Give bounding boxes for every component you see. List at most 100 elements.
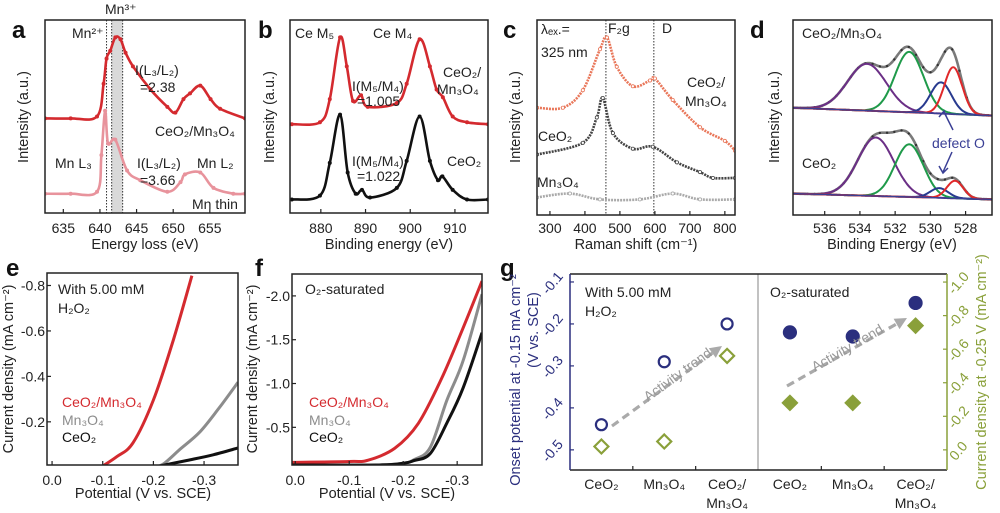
annotation: I(M₅/M₄) [352, 153, 404, 169]
plot-area [45, 35, 245, 197]
group-title: With 5.00 mM [585, 284, 671, 300]
series-line [101, 275, 194, 465]
data-point [173, 110, 178, 115]
onset-potential-marker [720, 317, 734, 331]
activity-trend-arrow [786, 322, 898, 388]
data-point [580, 140, 585, 145]
data-point [650, 144, 655, 149]
y-axis-label: Intensity (a.u.) [508, 71, 524, 163]
data-point [652, 76, 657, 81]
x-category-label: Mn₃O₄ [706, 495, 748, 511]
data-point [440, 174, 445, 179]
y-tick-label-left: -0.5 [538, 436, 566, 465]
defect-arrow [938, 109, 954, 131]
annotation: λₑₓ.= [541, 21, 570, 37]
data-point [427, 158, 432, 163]
series-line [45, 35, 245, 121]
data-point [198, 170, 203, 175]
y-tick-label: -0.5 [266, 419, 290, 435]
current-density-marker [655, 432, 673, 451]
group-title: O₂-saturated [770, 284, 849, 300]
y-tick-label: -0.8 [21, 277, 45, 293]
annotation: I(M₅/M₄) [352, 78, 404, 94]
series-label: CeO₂/ [687, 74, 725, 90]
data-point [670, 191, 675, 196]
annotation: =2.38 [140, 79, 176, 95]
data-point [394, 185, 399, 190]
x-tick-label: 534 [848, 220, 872, 236]
y-tick-label: -0.4 [21, 368, 45, 384]
data-point [907, 45, 910, 49]
data-point [427, 64, 432, 69]
onset-potential-marker [657, 355, 671, 369]
y-tick-label-right: 0.0 [946, 438, 971, 463]
data-point [365, 104, 370, 109]
data-point [610, 131, 615, 136]
x-tick-label: 400 [573, 220, 597, 236]
x-tick-label: 650 [162, 220, 186, 236]
panel-letter: c [503, 17, 516, 44]
x-category-label: CeO₂/ [897, 476, 935, 492]
plot-area [101, 275, 238, 465]
x-tick-label: 536 [813, 220, 837, 236]
data-point [600, 96, 605, 101]
data-point [125, 168, 130, 173]
x-tick-label: 0.0 [286, 472, 306, 488]
data-point [710, 175, 715, 180]
y-axis-label: Intensity (a.u.) [262, 71, 278, 163]
series-label: Mn₃O₄ [62, 412, 104, 428]
data-point [914, 143, 918, 147]
annotation: Ce M₅ [295, 25, 334, 41]
annotation: Ce M₄ [373, 25, 412, 41]
plot-area [793, 45, 992, 201]
data-point [99, 153, 104, 158]
x-tick-label: 600 [643, 220, 667, 236]
data-point [338, 112, 343, 117]
data-point [113, 35, 118, 40]
data-point [198, 83, 203, 88]
y-tick-label-right: -0.4 [944, 369, 972, 398]
onset-potential-marker [782, 325, 798, 340]
x-tick-label: 532 [883, 220, 907, 236]
x-tick-label: 910 [443, 220, 467, 236]
x-category-label: CeO₂ [584, 476, 618, 492]
y-tick-label-right: -0.2 [944, 403, 972, 432]
data-point [351, 99, 356, 104]
data-point [208, 97, 213, 102]
data-point [417, 114, 422, 119]
data-point [404, 81, 409, 86]
x-category-label: Mn₃O₄ [895, 495, 937, 511]
annotation: defect O [932, 135, 985, 151]
annotation: Mn L₂ [197, 155, 234, 171]
data-point [106, 141, 111, 146]
series-label: CeO₂/Mn₃O₄ [62, 394, 142, 410]
data-point [922, 66, 925, 69]
data-point [594, 115, 599, 120]
panel-letter: b [258, 17, 273, 44]
activity-trend-label: Activity trend [640, 344, 714, 404]
data-point [951, 48, 954, 51]
panel-f [291, 273, 483, 466]
y-tick-label: -1.0 [266, 376, 290, 392]
data-point [560, 105, 565, 110]
y-tick-label-right: -1.0 [944, 268, 972, 297]
current-density-marker [718, 347, 736, 365]
fit-component [793, 143, 992, 201]
y-tick-label-right: -0.6 [944, 335, 972, 364]
y-tick-label: -0.2 [21, 414, 45, 430]
data-point [368, 195, 373, 200]
x-axis-label: Raman shift (cm⁻¹) [575, 237, 698, 253]
arrow-head [708, 346, 722, 358]
defect-arrow [938, 151, 953, 175]
plot-frame [44, 19, 246, 214]
data-point [907, 132, 910, 135]
y-axis-label: Current density (mA cm⁻²) [245, 285, 261, 454]
data-point [878, 131, 882, 135]
y-axis-label: Intensity (a.u.) [767, 71, 783, 163]
plot-frame [289, 19, 489, 214]
arrow-head [893, 318, 907, 330]
series-line [157, 446, 238, 465]
current-density-marker [781, 394, 799, 412]
y-axis-label-left: Onset potential at -0.15 mA cm⁻² [508, 274, 524, 486]
